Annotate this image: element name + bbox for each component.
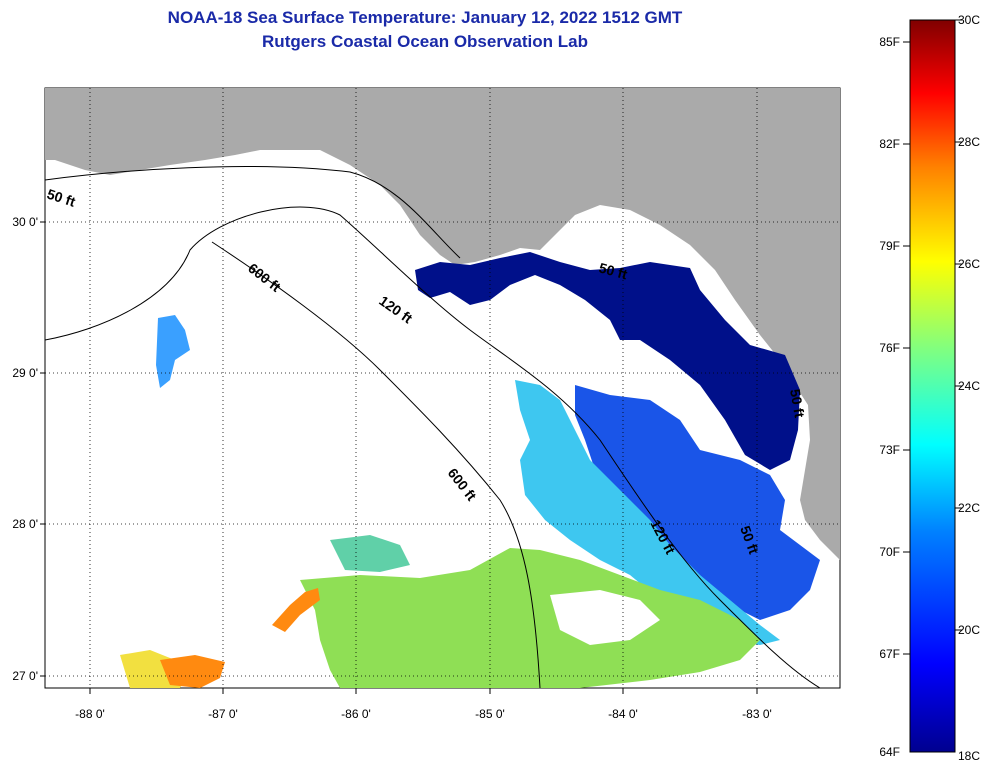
contour-label-50ft-east: 50 ft — [787, 388, 808, 419]
sst-green-south — [300, 548, 760, 688]
colorbar-f-label: 70F — [879, 545, 900, 559]
sst-mid-west-patch — [156, 315, 190, 388]
axis-tick-marks — [40, 221, 758, 694]
lat-lon-grid — [45, 88, 840, 688]
colorbar-f-label: 67F — [879, 647, 900, 661]
x-tick-label: -88 0' — [75, 707, 105, 721]
colorbar-f-label: 85F — [879, 35, 900, 49]
sst-cold-inner — [560, 290, 650, 385]
colorbar-c-label: 26C — [958, 257, 980, 271]
colorbar-c-label: 24C — [958, 379, 980, 393]
colorbar-c-label: 28C — [958, 135, 980, 149]
sst-cold-big-bend — [415, 252, 800, 470]
x-tick-label: -83 0' — [742, 707, 772, 721]
colorbar-f-label: 79F — [879, 239, 900, 253]
colorbar-c-label: 22C — [958, 501, 980, 515]
map-title: NOAA-18 Sea Surface Temperature: January… — [167, 8, 683, 27]
contour-50ft — [45, 166, 461, 259]
colorbar-f-label: 82F — [879, 137, 900, 151]
x-tick-label: -86 0' — [341, 707, 371, 721]
colorbar-f-label: 76F — [879, 341, 900, 355]
colorbar-c-label: 30C — [958, 13, 980, 27]
y-tick-label: 28 0' — [12, 517, 38, 531]
y-tick-label: 29 0' — [12, 366, 38, 380]
sst-cyan-shelf — [515, 380, 780, 645]
sst-green-speckle — [330, 535, 410, 572]
colorbar-c-label: 20C — [958, 623, 980, 637]
x-tick-label: -87 0' — [208, 707, 238, 721]
sst-mid-coastal — [575, 385, 820, 620]
y-tick-label: 27 0' — [12, 669, 38, 683]
colorbar-c-label: 18C — [958, 749, 980, 763]
sst-white-cloud — [550, 590, 660, 645]
contour-600ft — [211, 241, 541, 688]
sst-orange-streak — [272, 588, 320, 632]
land-mass — [45, 88, 840, 560]
x-tick-label: -85 0' — [475, 707, 505, 721]
y-tick-label: 30 0' — [12, 215, 38, 229]
contour-label-50ft-bend: 50 ft — [597, 259, 629, 282]
colorbar-f-label: 73F — [879, 443, 900, 457]
map-subtitle: Rutgers Coastal Ocean Observation Lab — [262, 32, 588, 51]
x-tick-label: -84 0' — [608, 707, 638, 721]
sst-orange-patch — [160, 655, 225, 688]
colorbar — [909, 19, 956, 753]
colorbar-ticks — [903, 19, 962, 655]
contour-120ft — [45, 206, 821, 688]
land-bay — [75, 110, 100, 170]
colorbar-f-label: 64F — [879, 745, 900, 759]
